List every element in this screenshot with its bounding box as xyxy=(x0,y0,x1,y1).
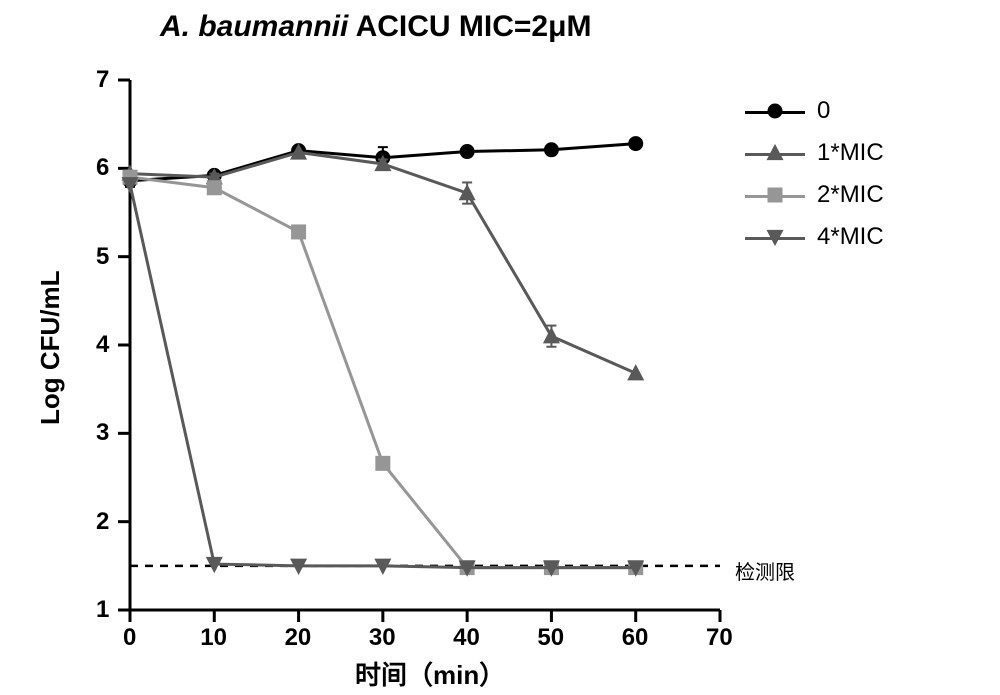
xtick-label: 70 xyxy=(706,624,733,652)
legend-label: 0 xyxy=(817,97,830,125)
ytick-label: 7 xyxy=(96,66,109,94)
legend-marker-icon xyxy=(765,185,785,205)
ytick-label: 4 xyxy=(96,331,109,359)
xtick-label: 30 xyxy=(369,624,396,652)
xtick-label: 60 xyxy=(622,624,649,652)
ytick-label: 3 xyxy=(96,419,109,447)
xtick-label: 50 xyxy=(537,624,564,652)
legend-marker-icon xyxy=(765,227,785,247)
legend-marker-icon xyxy=(765,143,785,163)
legend-marker-icon xyxy=(765,101,785,121)
ytick-label: 1 xyxy=(96,596,109,624)
xtick-label: 0 xyxy=(123,624,136,652)
ytick-label: 5 xyxy=(96,243,109,271)
xtick-label: 20 xyxy=(285,624,312,652)
legend-label: 4*MIC xyxy=(817,223,884,251)
ytick-label: 2 xyxy=(96,508,109,536)
detection-limit-label: 检测限 xyxy=(735,556,795,585)
xtick-label: 10 xyxy=(200,624,227,652)
ytick-label: 6 xyxy=(96,154,109,182)
legend-label: 1*MIC xyxy=(817,139,884,167)
chart-container: A. baumannii ACICU MIC=2μM Log CFU/mL 时间… xyxy=(0,0,1000,695)
plot-svg xyxy=(0,0,1000,695)
xtick-label: 40 xyxy=(453,624,480,652)
legend-label: 2*MIC xyxy=(817,181,884,209)
